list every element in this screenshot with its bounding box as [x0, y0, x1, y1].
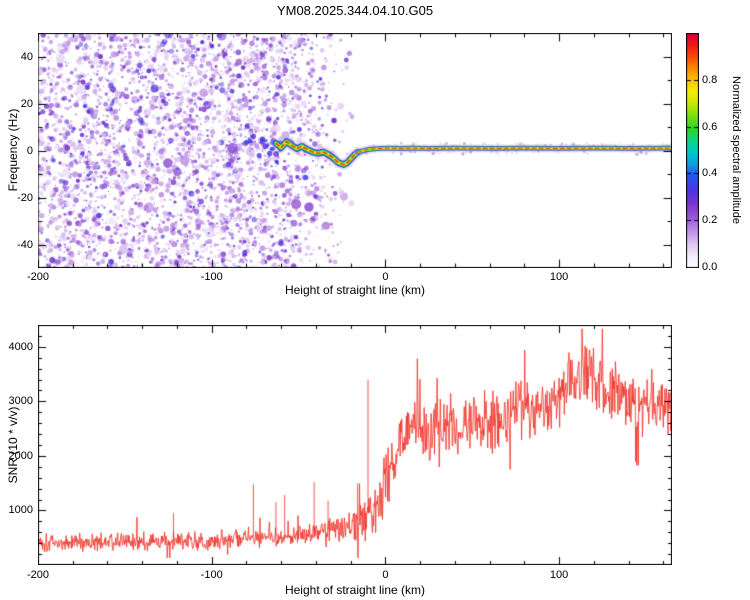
height-axis-label-bottom: Height of straight line (km)	[284, 583, 426, 597]
tick-label: 0.2	[702, 214, 718, 227]
snr-plot	[38, 325, 672, 565]
tick-label: 4000	[8, 340, 33, 353]
tick-label: -100	[200, 271, 223, 283]
tick-label: -40	[17, 238, 33, 251]
tick-label: 0.4	[702, 167, 718, 180]
tick-label: 2000	[8, 449, 33, 462]
tick-label: 20	[20, 97, 33, 110]
tick-label: 0.8	[702, 73, 718, 86]
tick-label: -200	[26, 271, 50, 283]
spectrogram-plot	[38, 33, 672, 268]
tick-label: 0	[382, 271, 389, 283]
height-axis-label-top: Height of straight line (km)	[284, 283, 426, 297]
tick-label: 100	[549, 271, 569, 283]
tick-label: -200	[26, 569, 50, 581]
tick-label: 0	[382, 569, 389, 581]
colorbar	[686, 33, 699, 268]
tick-label: 0.0	[702, 261, 718, 273]
tick-label: 100	[549, 569, 569, 581]
tick-label: 0.6	[702, 120, 718, 133]
tick-label: 3000	[8, 395, 33, 408]
tick-label: 40	[20, 50, 33, 63]
chart-title: YM08.2025.344.04.10.G05	[276, 3, 434, 18]
tick-label: -100	[200, 569, 223, 581]
colorbar-label: Normalized spectral amplitude	[730, 76, 742, 224]
frequency-axis-label: Frequency (Hz)	[6, 108, 20, 192]
tick-label: 0	[26, 144, 33, 157]
snr-axis-label: SNR (10 * v/v)	[6, 406, 20, 484]
tick-label: -20	[17, 191, 33, 204]
tick-label: 1000	[8, 504, 33, 517]
